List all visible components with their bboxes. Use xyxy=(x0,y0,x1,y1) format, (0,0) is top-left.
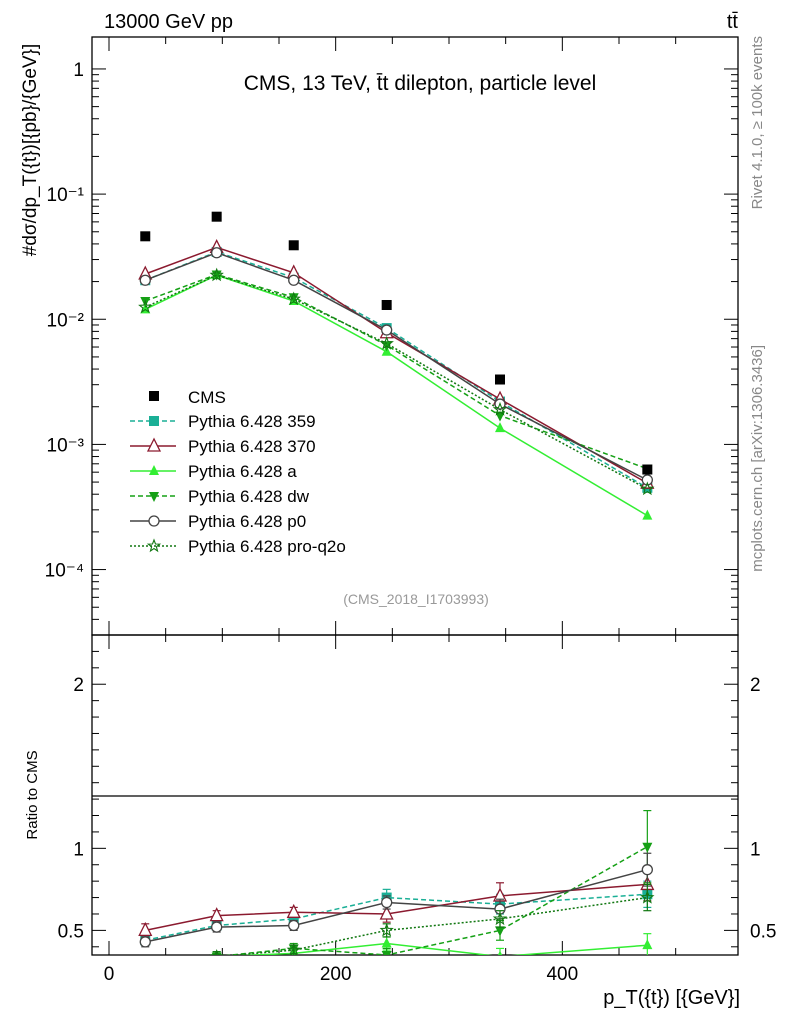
ratio-axis-ticks: 0.5 0.5 1 1 2 2 xyxy=(58,650,776,948)
legend: CMS Pythia 6.428 359 Pythia 6.428 370 Pythi… xyxy=(130,388,346,556)
ratio-series-5-point xyxy=(640,890,655,904)
series-4-point xyxy=(288,274,300,286)
ratio-series-5-point xyxy=(492,911,508,926)
series-2-point xyxy=(495,422,505,433)
legend-marker-2 xyxy=(149,465,159,475)
ratio-series-5-point xyxy=(209,948,224,955)
ratio-series-4-point xyxy=(139,936,151,948)
ratio-tick-label-right: 2 xyxy=(750,675,761,696)
y-axis-label-ratio: Ratio to CMS xyxy=(24,750,41,839)
ratio-series-4-point xyxy=(211,921,223,933)
data-point xyxy=(381,299,392,310)
legend-label-0: Pythia 6.428 359 xyxy=(188,412,316,431)
ratio-series-5-line xyxy=(226,896,648,955)
ratio-series-2-point xyxy=(140,964,150,974)
ratio-tick-label-right: 0.5 xyxy=(750,921,776,942)
ratio-series-layer xyxy=(138,809,655,974)
series-4-point xyxy=(641,474,653,486)
y-tick-label: 10⁻³ xyxy=(47,435,85,456)
main-plot-title: CMS, 13 TeV, t̄t dilepton, particle leve… xyxy=(244,72,597,95)
data-point xyxy=(211,211,222,222)
data-point xyxy=(495,374,505,385)
legend-marker-4 xyxy=(148,515,160,527)
legend-label-3: Pythia 6.428 dw xyxy=(188,487,310,506)
ratio-series-4-point xyxy=(381,896,393,909)
ratio-series-2-point xyxy=(642,939,653,950)
ratio-series-3-line xyxy=(224,846,648,955)
series-2-point xyxy=(642,509,653,520)
series-5-point xyxy=(379,335,394,350)
ratio-series-1-line xyxy=(145,883,648,932)
series-4-line xyxy=(145,251,648,481)
ratio-tick-label: 2 xyxy=(73,675,84,696)
mcplots-label: mcplots.cern.ch [arXiv:1306.3436] xyxy=(749,345,766,572)
ratio-series-1-point xyxy=(138,921,153,937)
series-4-point xyxy=(211,247,223,259)
y-tick-label: 10⁻⁴ xyxy=(45,561,84,582)
ratio-series-2-line xyxy=(237,942,648,955)
ratio-series-5-point xyxy=(379,922,394,937)
legend-label-1: Pythia 6.428 370 xyxy=(188,437,316,456)
y-tick-label: 1 xyxy=(73,60,84,81)
rivet-version-label: Rivet 4.1.0, ≥ 100k events xyxy=(749,36,766,209)
ratio-series-1-point xyxy=(379,905,394,920)
data-point xyxy=(140,231,151,242)
data-point xyxy=(642,464,653,475)
series-3-point xyxy=(288,293,299,304)
ratio-panel-frame xyxy=(91,634,739,956)
legend-label-2: Pythia 6.428 a xyxy=(188,462,297,481)
main-series-layer xyxy=(138,211,655,520)
legend-label-5: Pythia 6.428 pro-q2o xyxy=(188,537,346,556)
x-tick-label: 200 xyxy=(320,964,352,985)
ratio-series-5-point xyxy=(286,942,301,955)
analysis-watermark: (CMS_2018_I1703993) xyxy=(343,591,489,607)
ratio-tick-label: 1 xyxy=(73,839,84,860)
x-axis-label: p_T({t}) [{GeV}] xyxy=(603,987,740,1009)
ratio-series-2-point xyxy=(497,950,503,955)
ratio-series-3-point xyxy=(140,959,150,969)
legend-marker-3 xyxy=(149,492,159,502)
ratio-series-1-point xyxy=(209,907,224,922)
x-axis-ticks: 0 200 400 xyxy=(104,37,677,985)
ratio-series-3-point xyxy=(381,951,392,955)
y-tick-label: 10⁻¹ xyxy=(47,185,85,206)
legend-label-4: Pythia 6.428 p0 xyxy=(188,512,306,531)
ratio-series-4-line xyxy=(145,868,648,943)
legend-label-data: CMS xyxy=(188,388,226,407)
ratio-tick-label-right: 1 xyxy=(750,839,761,860)
series-5-point xyxy=(138,299,153,314)
ratio-series-0-point xyxy=(288,913,299,924)
legend-marker-5 xyxy=(146,538,162,553)
legend-marker-0 xyxy=(149,416,159,426)
series-5-point xyxy=(492,401,508,416)
legend-marker-data xyxy=(149,391,159,401)
series-1-line xyxy=(145,246,648,484)
collision-label: 13000 GeV pp xyxy=(104,11,233,33)
series-3-line xyxy=(145,273,648,470)
y-axis-label-main: #dσ/dp_T({t})[{pb}/{GeV}] xyxy=(20,44,41,256)
ratio-series-3-point xyxy=(642,842,653,853)
series-5-point xyxy=(640,481,655,496)
series-5-point xyxy=(209,267,224,282)
ratio-series-4-point xyxy=(641,864,653,876)
ratio-tick-label: 0.5 xyxy=(58,921,84,942)
main-axis-ticks: 1 10⁻¹ 10⁻² 10⁻³ 10⁻⁴ xyxy=(45,60,738,636)
ratio-series-0-line xyxy=(145,893,648,941)
series-4-point xyxy=(139,274,151,286)
process-label: tt̄ xyxy=(727,11,739,33)
x-tick-label: 400 xyxy=(546,964,578,985)
ratio-series-5-point xyxy=(140,962,151,973)
x-tick-label: 0 xyxy=(104,964,115,985)
legend-marker-1 xyxy=(146,437,162,452)
ratio-series-2-point xyxy=(381,937,392,948)
ratio-series-3-point xyxy=(495,926,505,937)
series-5-line xyxy=(144,274,648,490)
series-5-point xyxy=(286,291,301,306)
series-4-point xyxy=(381,324,393,336)
data-point xyxy=(288,240,299,251)
ratio-series-1-point xyxy=(286,903,301,918)
y-tick-label: 10⁻² xyxy=(47,310,85,331)
ratio-series-4-point xyxy=(288,919,300,932)
